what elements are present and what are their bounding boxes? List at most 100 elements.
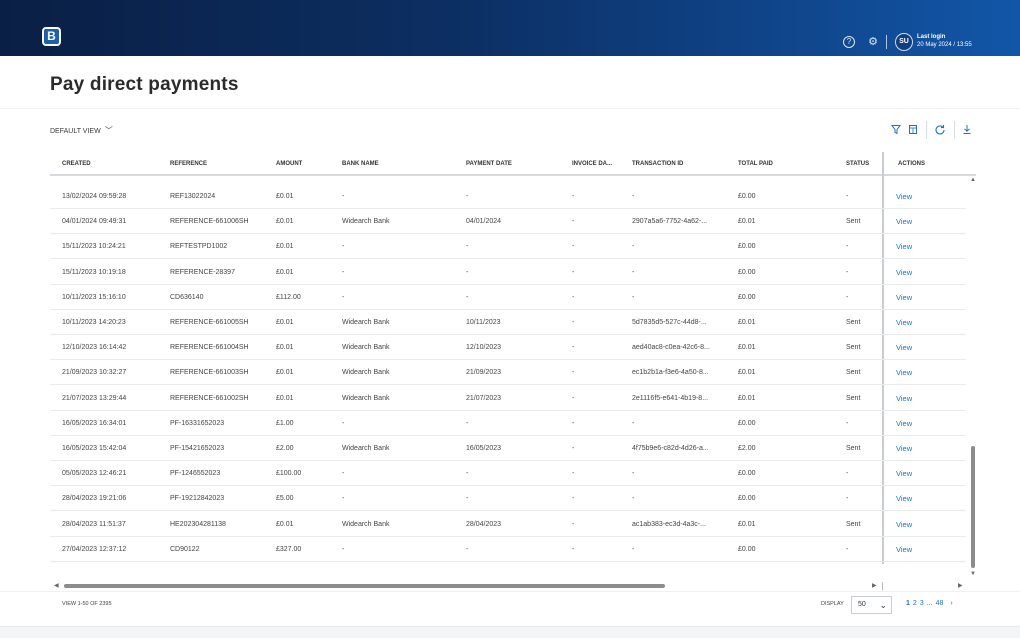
table-row[interactable]: 05/05/2023 12:46:21 PF-1246552023 £100.00 -… [50, 461, 966, 487]
cell-transaction-id: 2907a5a6-7752-4a62-... [632, 218, 708, 226]
cell-total-paid: £0.00 [738, 243, 756, 251]
table-row[interactable]: 15/11/2023 10:19:18 REFERENCE-28397 £0.01 -… [50, 260, 966, 285]
user-avatar[interactable]: SU [895, 33, 913, 51]
filter-icon[interactable] [891, 124, 901, 136]
view-link[interactable]: View [896, 343, 913, 353]
cell-created: 05/05/2023 12:46:21 [62, 470, 127, 478]
table-row[interactable]: 04/01/2024 09:49:31 REFERENCE-661006SH £0.… [50, 209, 966, 235]
vertical-scrollbar-thumb[interactable] [971, 446, 975, 568]
table-row[interactable]: 15/11/2023 10:24:21 REFTESTPD1002 £0.01 - - -… [50, 234, 966, 260]
view-link[interactable]: View [896, 444, 913, 453]
cell-transaction-id: - [632, 495, 635, 503]
cell-amount: £0.01 [276, 319, 294, 326]
table-row[interactable]: 28/04/2023 19:21:06 PF-19212842023 £5.00 - -… [50, 486, 966, 512]
view-link[interactable]: View [896, 368, 913, 378]
footer-divider [0, 591, 1020, 592]
cell-total-paid: £0.01 [738, 369, 756, 377]
horizontal-scrollbar[interactable]: ◀ ▶ ▶ [50, 582, 966, 590]
table-row[interactable]: 10/11/2023 14:20:23 REFERENCE-661005SH £0.… [50, 310, 966, 335]
cell-created: 21/09/2023 10:32:27 [62, 369, 127, 377]
cell-reference: REFTESTPD1002 [170, 243, 228, 251]
view-selector-label: DEFAULT VIEW [50, 128, 101, 135]
column-header-reference[interactable]: REFERENCE [170, 161, 208, 167]
help-icon[interactable]: ? [843, 36, 855, 48]
cell-transaction-id: 5d7835d5-527c-44d8-... [632, 319, 707, 326]
cell-reference: REFERENCE-661003SH [170, 369, 249, 377]
view-link[interactable]: View [896, 393, 913, 403]
view-link[interactable]: View [896, 192, 913, 201]
cell-status: - [846, 193, 849, 200]
view-link[interactable]: View [896, 418, 913, 428]
cell-reference: PF-1246552023 [170, 470, 221, 478]
view-link[interactable]: View [896, 292, 913, 302]
cell-reference: PF-15421652023 [170, 445, 225, 452]
column-header-amount[interactable]: AMOUNT [276, 161, 303, 167]
cell-total-paid: £0.00 [738, 268, 756, 276]
last-login-label: Last login [917, 34, 946, 40]
cell-payment-date: 21/07/2023 [466, 394, 502, 402]
scroll-up-arrow-icon[interactable]: ▲ [970, 177, 976, 183]
view-link[interactable]: View [896, 267, 913, 277]
table-row[interactable]: 10/11/2023 15:16:10 CD636140 £112.00 - - - - £0… [50, 285, 966, 310]
gear-icon[interactable]: ⚙ [868, 36, 878, 48]
toolbar-divider [926, 121, 927, 139]
cell-payment-date: - [466, 470, 469, 478]
last-login-info: Last login 20 May 2024 / 13:55 [917, 33, 972, 49]
app-logo[interactable]: B [42, 27, 61, 46]
cell-invoice-date: - [572, 319, 575, 326]
view-link[interactable]: View [896, 469, 913, 479]
cell-reference: HE202304281138 [170, 520, 226, 528]
cell-amount: £112.00 [276, 293, 301, 301]
view-link[interactable]: View [896, 544, 913, 554]
cell-reference: PF-16331652023 [170, 419, 225, 427]
cell-status: - [846, 243, 849, 251]
view-selector[interactable]: DEFAULT VIEW ﹀ [50, 125, 113, 136]
cell-created: 28/04/2023 19:21:06 [62, 495, 127, 503]
cell-amount: £0.01 [276, 243, 294, 251]
cell-payment-date: 21/09/2023 [466, 369, 502, 377]
view-link[interactable]: View [896, 217, 913, 227]
view-link[interactable]: View [896, 494, 913, 504]
page-link[interactable]: 1 [906, 600, 910, 607]
toolbar-divider [954, 121, 955, 139]
scroll-right-arrow-icon[interactable]: ▶ [872, 583, 877, 589]
table-row[interactable]: 12/10/2023 16:14:42 REFERENCE-661004SH £0.… [50, 335, 966, 361]
scroll-left-arrow-icon[interactable]: ◀ [54, 583, 59, 589]
cell-created: 15/11/2023 10:24:21 [62, 243, 126, 251]
scroll-down-arrow-icon[interactable]: ▼ [970, 571, 976, 577]
cell-status: Sent [846, 344, 861, 352]
column-header-bank-name[interactable]: BANK NAME [342, 161, 379, 167]
table-row[interactable]: 16/05/2023 15:42:04 PF-15421652023 £2.00 Wi… [50, 436, 966, 461]
cell-payment-date: 10/11/2023 [466, 319, 501, 326]
column-header-invoice-date[interactable]: INVOICE DA... [572, 161, 613, 167]
page-link[interactable]: 3 [919, 600, 924, 607]
page-link[interactable]: 2 [912, 600, 917, 607]
scroll-right-arrow-icon[interactable]: ▶ [958, 583, 963, 589]
cell-amount: £0.01 [276, 394, 294, 402]
horizontal-scrollbar-thumb[interactable] [64, 584, 665, 588]
column-header-payment-date[interactable]: PAYMENT DATE [466, 161, 512, 167]
column-header-transaction-id[interactable]: TRANSACTION ID [632, 161, 684, 167]
refresh-icon[interactable] [934, 124, 946, 136]
column-header-total-paid[interactable]: TOTAL PAID [738, 161, 773, 167]
view-link[interactable]: View [896, 519, 913, 529]
cell-invoice-date: - [572, 218, 575, 226]
page-link[interactable]: 48 [935, 600, 944, 607]
view-link[interactable]: View [896, 242, 913, 252]
column-header-created[interactable]: CREATED [62, 161, 91, 167]
table-row[interactable]: 13/02/2024 09:59:28 REF13022024 £0.01 - - - - £… [50, 184, 966, 209]
columns-icon[interactable] [908, 124, 918, 136]
table-row[interactable]: 27/04/2023 12:37:12 CD90122 £327.00 - - - - £0.… [50, 537, 966, 562]
table-row[interactable]: 28/04/2023 11:51:37 HE202304281138 £0.01 Wi… [50, 512, 966, 537]
table-row[interactable]: 16/05/2023 16:34:01 PF-16331652023 £1.00 - -… [50, 411, 966, 436]
page-size-select[interactable]: 50 ⌄ [851, 596, 892, 614]
cell-created: 10/11/2023 14:20:23 [62, 319, 126, 326]
cell-status: - [846, 545, 849, 553]
next-page-chevron-icon[interactable]: › [950, 600, 953, 607]
download-icon[interactable] [962, 124, 972, 136]
cell-payment-date: - [466, 545, 469, 553]
table-row[interactable]: 21/09/2023 10:32:27 REFERENCE-661003SH £0.… [50, 360, 966, 386]
table-row[interactable]: 21/07/2023 13:29:44 REFERENCE-661002SH £0.… [50, 386, 966, 411]
view-link[interactable]: View [896, 318, 913, 327]
column-header-status[interactable]: STATUS [846, 161, 870, 167]
